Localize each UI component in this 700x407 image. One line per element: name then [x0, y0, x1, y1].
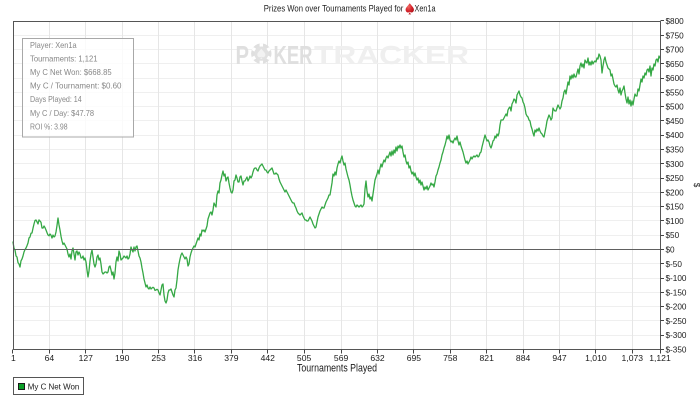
svg-text:1: 1 [11, 353, 16, 363]
svg-text:569: 569 [334, 353, 349, 363]
svg-text:127: 127 [79, 353, 94, 363]
svg-text:64: 64 [45, 353, 55, 363]
svg-text:$500: $500 [666, 103, 685, 112]
svg-text:$450: $450 [666, 117, 685, 126]
svg-text:$300: $300 [666, 160, 685, 169]
svg-text:Xen1a: Xen1a [415, 4, 436, 14]
svg-text:TRACKER: TRACKER [314, 40, 469, 70]
svg-text:1,121: 1,121 [649, 353, 671, 363]
svg-text:Prizes Won over Tournaments Pl: Prizes Won over Tournaments Played for [264, 4, 404, 14]
svg-text:$250: $250 [666, 174, 685, 183]
svg-text:Player: Xen1a: Player: Xen1a [30, 40, 77, 50]
svg-text:Days Played: 14: Days Played: 14 [30, 94, 82, 104]
svg-text:695: 695 [407, 353, 422, 363]
svg-text:$-150: $-150 [666, 288, 687, 297]
svg-text:$-100: $-100 [666, 274, 687, 283]
svg-text:947: 947 [552, 353, 567, 363]
svg-text:253: 253 [151, 353, 166, 363]
svg-text:505: 505 [297, 353, 312, 363]
svg-text:632: 632 [370, 353, 385, 363]
svg-text:379: 379 [224, 353, 239, 363]
svg-text:1,073: 1,073 [622, 353, 644, 363]
svg-text:$-350: $-350 [666, 346, 687, 355]
svg-text:$: $ [692, 183, 700, 188]
svg-text:$200: $200 [666, 188, 685, 197]
svg-text:$750: $750 [666, 31, 685, 40]
svg-text:ROI %: 3.98: ROI %: 3.98 [30, 121, 68, 131]
svg-text:KER: KER [274, 40, 313, 70]
svg-text:$0: $0 [666, 246, 676, 255]
svg-text:1,010: 1,010 [585, 353, 607, 363]
svg-text:$700: $700 [666, 46, 685, 55]
svg-text:My C / Day: $47.78: My C / Day: $47.78 [30, 108, 94, 118]
svg-text:$650: $650 [666, 60, 685, 69]
svg-text:P: P [236, 40, 250, 70]
svg-text:My C Net Won: My C Net Won [28, 383, 80, 392]
svg-text:My C / Tournament: $0.60: My C / Tournament: $0.60 [30, 81, 122, 91]
svg-text:My C Net Won: $668.85: My C Net Won: $668.85 [30, 67, 112, 77]
svg-text:Tournaments Played: Tournaments Played [297, 362, 377, 374]
svg-text:758: 758 [443, 353, 458, 363]
svg-text:190: 190 [115, 353, 130, 363]
svg-text:884: 884 [516, 353, 531, 363]
svg-text:$-250: $-250 [666, 317, 687, 326]
svg-text:821: 821 [480, 353, 495, 363]
svg-text:$100: $100 [666, 217, 685, 226]
svg-text:$150: $150 [666, 203, 685, 212]
svg-text:$350: $350 [666, 146, 685, 155]
svg-text:442: 442 [261, 353, 276, 363]
svg-text:$600: $600 [666, 74, 685, 83]
svg-text:$800: $800 [666, 17, 685, 26]
svg-text:$50: $50 [666, 231, 680, 240]
svg-text:316: 316 [188, 353, 203, 363]
svg-text:$-200: $-200 [666, 303, 687, 312]
svg-text:Tournaments: 1,121: Tournaments: 1,121 [30, 53, 98, 63]
svg-text:$-300: $-300 [666, 331, 687, 340]
svg-text:$550: $550 [666, 88, 685, 97]
svg-text:$400: $400 [666, 131, 685, 140]
svg-text:$-50: $-50 [666, 260, 683, 269]
